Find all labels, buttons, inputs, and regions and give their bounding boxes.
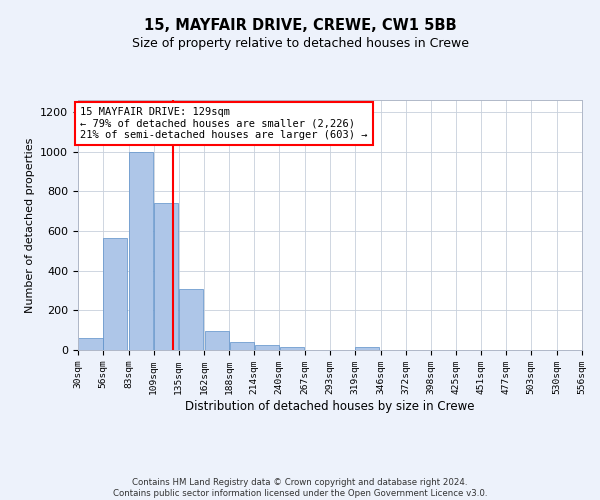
Y-axis label: Number of detached properties: Number of detached properties [25, 138, 35, 312]
Bar [179, 290, 203, 350]
Bar [205, 331, 229, 350]
Bar [230, 342, 254, 350]
Text: 15, MAYFAIR DRIVE, CREWE, CW1 5BB: 15, MAYFAIR DRIVE, CREWE, CW1 5BB [143, 18, 457, 32]
X-axis label: Distribution of detached houses by size in Crewe: Distribution of detached houses by size … [185, 400, 475, 413]
Bar [103, 238, 127, 350]
Text: Size of property relative to detached houses in Crewe: Size of property relative to detached ho… [131, 38, 469, 51]
Bar [129, 152, 154, 350]
Bar [355, 348, 379, 350]
Bar [79, 338, 103, 350]
Bar [154, 203, 178, 350]
Text: 15 MAYFAIR DRIVE: 129sqm
← 79% of detached houses are smaller (2,226)
21% of sem: 15 MAYFAIR DRIVE: 129sqm ← 79% of detach… [80, 107, 367, 140]
Bar [280, 347, 304, 350]
Text: Contains HM Land Registry data © Crown copyright and database right 2024.
Contai: Contains HM Land Registry data © Crown c… [113, 478, 487, 498]
Bar [254, 345, 279, 350]
